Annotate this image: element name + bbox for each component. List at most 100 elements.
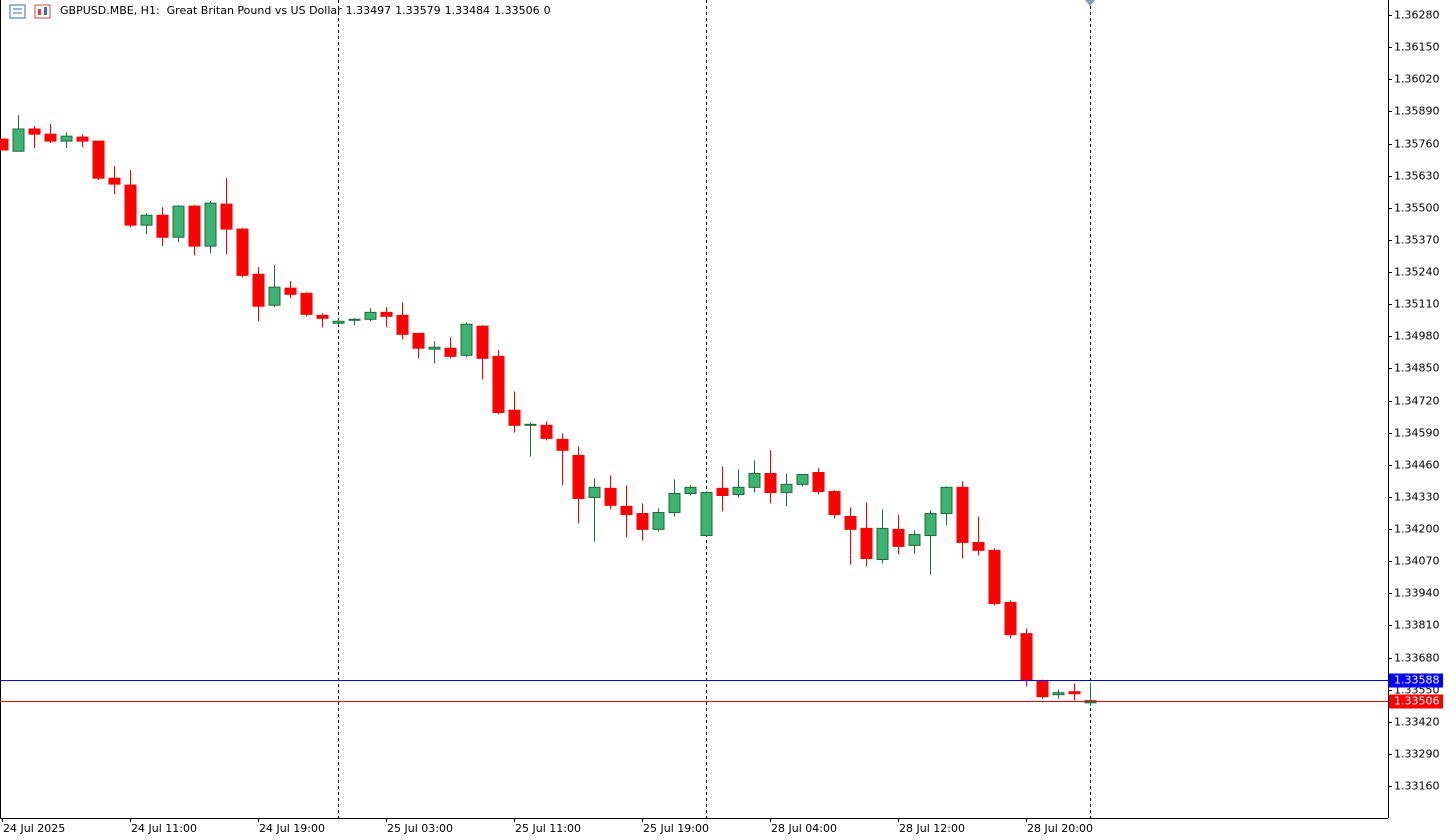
- y-tick-label: 1.35110: [1394, 298, 1440, 311]
- candle-body: [780, 483, 793, 494]
- candle-body: [284, 287, 297, 295]
- candle-body: [252, 273, 265, 307]
- header-open: 1.33497: [345, 4, 392, 17]
- candle-body: [28, 128, 41, 135]
- chart-header: GBPUSD.MBE, H1: Great Britan Pound vs US…: [60, 4, 555, 17]
- candle-body: [0, 138, 9, 151]
- y-tick-label: 1.34720: [1394, 395, 1440, 408]
- y-tick-label: 1.35500: [1394, 202, 1440, 215]
- price-label-box: [1389, 673, 1443, 688]
- candle-body: [1052, 692, 1065, 696]
- candle-body: [524, 423, 537, 426]
- y-tick-label: 1.34980: [1394, 330, 1440, 343]
- candle-body: [700, 492, 713, 537]
- candle-body: [236, 228, 249, 276]
- candle-body: [556, 438, 569, 451]
- candle-body: [476, 325, 489, 359]
- y-tick-label: 1.34590: [1394, 427, 1440, 440]
- candle-body: [652, 512, 665, 530]
- shift-marker[interactable]: [1085, 0, 1095, 6]
- candle-body: [908, 534, 921, 546]
- x-tick-label: 28 Jul 20:00: [1027, 822, 1093, 835]
- x-tick-label: 25 Jul 11:00: [515, 822, 581, 835]
- candle-body: [1004, 602, 1017, 636]
- candle-body: [396, 314, 409, 335]
- candle-body: [572, 454, 585, 499]
- day-separators: [338, 0, 1091, 818]
- candle-body: [796, 473, 809, 485]
- toolbar-icons: [9, 4, 51, 19]
- y-tick-label: 1.35630: [1394, 170, 1440, 183]
- y-tick-label: 1.35890: [1394, 105, 1440, 118]
- x-tick-label: 24 Jul 11:00: [131, 822, 197, 835]
- price-label-box: [1389, 694, 1443, 709]
- y-tick-label: 1.36020: [1394, 73, 1440, 86]
- candle-body: [204, 202, 217, 247]
- candle-body: [876, 527, 889, 561]
- icon-timeframe[interactable]: [34, 4, 51, 19]
- candle-body: [1036, 680, 1049, 698]
- header-low: 1.33484: [444, 4, 491, 17]
- candle-body: [812, 472, 825, 493]
- icon-bar: [44, 7, 47, 15]
- candle-body: [604, 487, 617, 506]
- candle-body: [540, 424, 553, 439]
- candle-body: [92, 140, 105, 179]
- price-label: 1.33588: [1394, 674, 1440, 687]
- candle-body: [940, 486, 953, 515]
- price-label: 1.33506: [1394, 695, 1440, 708]
- candle-body: [220, 203, 233, 230]
- candle-body: [924, 513, 937, 537]
- candle-body: [428, 346, 441, 350]
- x-tick-label: 25 Jul 19:00: [643, 822, 709, 835]
- candle-body: [716, 487, 729, 496]
- candle-body: [988, 549, 1001, 604]
- y-tick-label: 1.34850: [1394, 362, 1440, 375]
- y-tick-label: 1.33810: [1394, 619, 1440, 632]
- candle-body: [172, 205, 185, 238]
- header-title: GBPUSD.MBE, H1: Great Britan Pound vs US…: [60, 4, 342, 17]
- y-tick-label: 1.35370: [1394, 234, 1440, 247]
- candle-body: [348, 318, 361, 321]
- candle-body: [444, 347, 457, 357]
- y-tick-label: 1.36150: [1394, 41, 1440, 54]
- x-tick-label: 24 Jul 2025: [3, 822, 65, 835]
- candle-body: [588, 486, 601, 498]
- y-tick-label: 1.35760: [1394, 138, 1440, 151]
- x-tick-label: 25 Jul 03:00: [387, 822, 453, 835]
- candle-body: [156, 214, 169, 238]
- candle-body: [636, 513, 649, 530]
- y-tick-label: 1.33680: [1394, 652, 1440, 665]
- header-close: 1.33506: [494, 4, 540, 17]
- candle-body: [316, 314, 329, 319]
- candle-body: [508, 409, 521, 426]
- y-tick-label: 1.34330: [1394, 491, 1440, 504]
- candle-body: [972, 541, 985, 551]
- header-high: 1.33579: [395, 4, 441, 17]
- x-tick-label: 28 Jul 12:00: [899, 822, 965, 835]
- y-tick-label: 1.34200: [1394, 523, 1440, 536]
- candle-body: [492, 355, 505, 413]
- y-tick-label: 1.33420: [1394, 716, 1440, 729]
- candle-body: [732, 486, 745, 496]
- candle-body: [956, 486, 969, 543]
- candle-body: [76, 136, 89, 142]
- icon-symbol[interactable]: [9, 4, 26, 19]
- y-tick-label: 1.33290: [1394, 748, 1440, 761]
- candle-body: [300, 292, 313, 315]
- candle-body: [44, 133, 57, 142]
- y-tick-label: 1.33160: [1394, 780, 1440, 793]
- icon-bar: [38, 9, 41, 15]
- y-tick-label: 1.34070: [1394, 555, 1440, 568]
- candle-body: [124, 184, 137, 226]
- y-tick-label: 1.34460: [1394, 459, 1440, 472]
- header-volume: 0: [543, 4, 551, 17]
- candle-body: [60, 135, 73, 142]
- y-tick-label: 1.35240: [1394, 266, 1440, 279]
- x-tick-label: 28 Jul 04:00: [771, 822, 837, 835]
- candle-body: [828, 491, 841, 516]
- x-tick-label: 24 Jul 19:00: [259, 822, 325, 835]
